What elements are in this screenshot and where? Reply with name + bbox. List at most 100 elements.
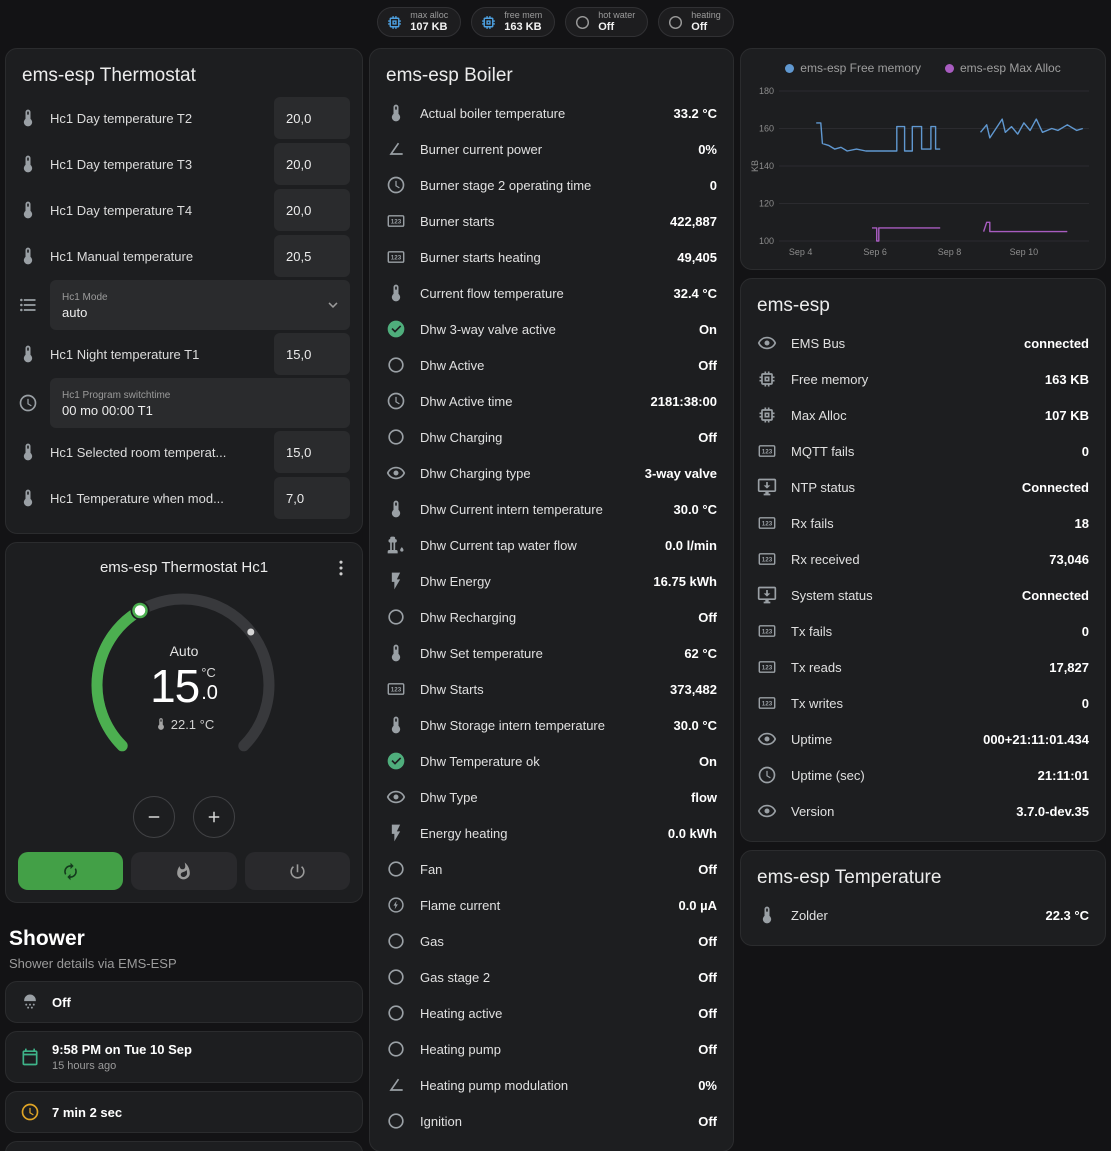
legend-label: ems-esp Free memory [800,61,921,75]
field-value: auto [62,305,88,320]
entity-row-hc1-mode[interactable]: Hc1 Mode auto [6,279,362,331]
entity-row-dhw-charging[interactable]: Dhw Charging Off [370,419,733,455]
entity-label: Heating pump [420,1041,501,1057]
entity-row-uptime[interactable]: Uptime 000+21:11:01.434 [741,721,1105,757]
header-chip-free-mem[interactable]: free mem 163 KB [471,7,556,37]
entity-row-hc1-day-temperature-t4[interactable]: Hc1 Day temperature T4 20,0 [6,187,362,233]
number-input[interactable]: 20,5 [274,235,350,277]
entity-row-hc1-selected-room-temperat[interactable]: Hc1 Selected room temperat... 15,0 [6,429,362,475]
entity-row-tx-reads[interactable]: 123 Tx reads 17,827 [741,649,1105,685]
hvac-mode-off-button[interactable] [244,852,350,890]
entity-row-system-status[interactable]: System status Connected [741,577,1105,613]
entity-row-heating-pump-modulation[interactable]: Heating pump modulation 0% [370,1067,733,1103]
entity-row-heating-pump[interactable]: Heating pump Off [370,1031,733,1067]
entity-value: 000+21:11:01.434 [983,731,1089,747]
entity-value: Off [698,1041,717,1057]
entity-row-zolder[interactable]: Zolder 22.3 °C [741,897,1105,933]
number-input[interactable]: 20,0 [274,97,350,139]
entity-row-hc1-temperature-when-mod[interactable]: Hc1 Temperature when mod... 7,0 [6,475,362,521]
entity-row-actual-boiler-temperature[interactable]: Actual boiler temperature 33.2 °C [370,95,733,131]
shower-card-7-min-2-sec[interactable]: 7 min 2 sec [5,1091,363,1133]
entity-row-dhw-temperature-ok[interactable]: Dhw Temperature ok On [370,743,733,779]
entity-row-hc1-manual-temperature[interactable]: Hc1 Manual temperature 20,5 [6,233,362,279]
entity-row-rx-received[interactable]: 123 Rx received 73,046 [741,541,1105,577]
entity-row-gas[interactable]: Gas Off [370,923,733,959]
select-input[interactable]: Hc1 Mode auto [50,280,350,330]
entity-row-dhw-type[interactable]: Dhw Type flow [370,779,733,815]
entity-row-current-flow-temperature[interactable]: Current flow temperature 32.4 °C [370,275,733,311]
entity-row-burner-current-power[interactable]: Burner current power 0% [370,131,733,167]
entity-row-hc1-day-temperature-t3[interactable]: Hc1 Day temperature T3 20,0 [6,141,362,187]
angle-icon [386,139,406,159]
entity-row-dhw-starts[interactable]: 123 Dhw Starts 373,482 [370,671,733,707]
shower-card-off[interactable]: Off [5,981,363,1023]
text-input[interactable]: Hc1 Program switchtime 00 mo 00:00 T1 [50,378,350,428]
entity-row-free-memory[interactable]: Free memory 163 KB [741,361,1105,397]
entity-value: 0% [698,141,717,157]
number-input[interactable]: 15,0 [274,333,350,375]
entity-row-dhw-3-way-valve-active[interactable]: Dhw 3-way valve active On [370,311,733,347]
entity-row-ems-bus[interactable]: EMS Bus connected [741,325,1105,361]
svg-text:123: 123 [762,449,773,456]
hvac-mode-heat-button[interactable] [131,852,237,890]
svg-text:123: 123 [762,557,773,564]
entity-row-burner-starts[interactable]: 123 Burner starts 422,887 [370,203,733,239]
entity-row-hc1-program-switchtime[interactable]: Hc1 Program switchtime 00 mo 00:00 T1 [6,377,362,429]
entity-row-tx-writes[interactable]: 123 Tx writes 0 [741,685,1105,721]
svg-text:Sep 6: Sep 6 [863,247,887,257]
entity-row-gas-stage-2[interactable]: Gas stage 2 Off [370,959,733,995]
entity-row-uptime-sec[interactable]: Uptime (sec) 21:11:01 [741,757,1105,793]
number-input[interactable]: 20,0 [274,143,350,185]
entity-row-dhw-energy[interactable]: Dhw Energy 16.75 kWh [370,563,733,599]
entity-row-rx-fails[interactable]: 123 Rx fails 18 [741,505,1105,541]
entity-row-dhw-recharging[interactable]: Dhw Recharging Off [370,599,733,635]
number-input[interactable]: 20,0 [274,189,350,231]
legend-item-ems-esp-free-memory[interactable]: ems-esp Free memory [785,61,921,75]
entity-row-dhw-set-temperature[interactable]: Dhw Set temperature 62 °C [370,635,733,671]
entity-row-burner-stage-2-operating-time[interactable]: Burner stage 2 operating time 0 [370,167,733,203]
entity-row-mqtt-fails[interactable]: 123 MQTT fails 0 [741,433,1105,469]
number-input[interactable]: 7,0 [274,477,350,519]
increase-temp-button[interactable] [193,796,235,838]
entity-row-dhw-active-time[interactable]: Dhw Active time 2181:38:00 [370,383,733,419]
entity-row-max-alloc[interactable]: Max Alloc 107 KB [741,397,1105,433]
entity-row-flame-current[interactable]: Flame current 0.0 µA [370,887,733,923]
entity-row-ntp-status[interactable]: NTP status Connected [741,469,1105,505]
dial-handle[interactable] [132,602,148,619]
entity-row-dhw-current-tap-water-flow[interactable]: Dhw Current tap water flow 0.0 l/min [370,527,733,563]
entity-row-energy-heating[interactable]: Energy heating 0.0 kWh [370,815,733,851]
entity-row-hc1-night-temperature-t1[interactable]: Hc1 Night temperature T1 15,0 [6,331,362,377]
entity-row-version[interactable]: Version 3.7.0-dev.35 [741,793,1105,829]
target-temperature: 15 °C .0 [150,663,218,709]
decrease-temp-button[interactable] [133,796,175,838]
entity-row-dhw-charging-type[interactable]: Dhw Charging type 3-way valve [370,455,733,491]
dial-active-arc [91,605,146,752]
emsesp-rows: EMS Bus connected Free memory 163 KB Max All… [741,325,1105,829]
entity-row-ignition[interactable]: Ignition Off [370,1103,733,1139]
legend-item-ems-esp-max-alloc[interactable]: ems-esp Max Alloc [945,61,1061,75]
section-title: Shower [9,927,85,950]
header-chip-hot-water[interactable]: hot water Off [565,7,649,37]
header-chip-heating[interactable]: heating Off [658,7,734,37]
entity-row-dhw-current-intern-temperature[interactable]: Dhw Current intern temperature 30.0 °C [370,491,733,527]
entity-row-heating-active[interactable]: Heating active Off [370,995,733,1031]
chip-list: max alloc 107 KB free mem 163 KB hot water Of… [377,7,734,37]
number-input[interactable]: 15,0 [274,431,350,473]
shower-card-9-58-pm-on-tue-10-sep[interactable]: 9:58 PM on Tue 10 Sep 15 hours ago [5,1031,363,1083]
shower-card-snowflake-alert-icon[interactable] [5,1141,363,1151]
entity-row-dhw-storage-intern-temperature[interactable]: Dhw Storage intern temperature 30.0 °C [370,707,733,743]
entity-label: Flame current [420,897,501,913]
counter-icon: 123 [386,247,406,267]
hvac-mode-auto-button[interactable] [18,852,124,890]
svg-text:120: 120 [759,199,774,209]
more-options-icon[interactable] [330,557,352,579]
eye-icon [757,729,777,749]
entity-row-hc1-day-temperature-t2[interactable]: Hc1 Day temperature T2 20,0 [6,95,362,141]
entity-value: Off [698,933,717,949]
entity-value: Off [698,969,717,985]
entity-row-dhw-active[interactable]: Dhw Active Off [370,347,733,383]
entity-row-tx-fails[interactable]: 123 Tx fails 0 [741,613,1105,649]
entity-row-burner-starts-heating[interactable]: 123 Burner starts heating 49,405 [370,239,733,275]
header-chip-max-alloc[interactable]: max alloc 107 KB [377,7,462,37]
entity-row-fan[interactable]: Fan Off [370,851,733,887]
